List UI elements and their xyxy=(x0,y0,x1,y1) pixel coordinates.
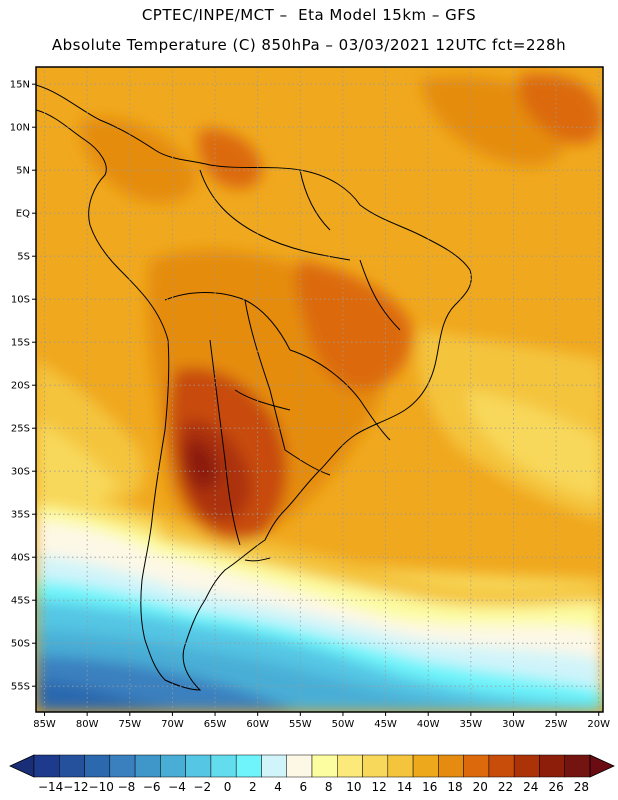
colorbar-label: −8 xyxy=(118,780,136,794)
colorbar-swatch xyxy=(160,754,186,778)
colorbar-swatch xyxy=(513,754,540,778)
lat-tick-label: 40S xyxy=(11,553,30,564)
colorbar-swatch xyxy=(33,754,60,778)
colorbar-label: −14 xyxy=(38,780,63,794)
colorbar-swatch xyxy=(564,754,591,778)
lon-tick-label: 30W xyxy=(502,719,525,730)
lat-tick-label: 15S xyxy=(11,338,30,349)
colorbar-label: 16 xyxy=(422,780,437,794)
colorbar-swatch xyxy=(488,754,515,778)
lon-tick-label: 50W xyxy=(332,719,355,730)
lat-tick-label: 10S xyxy=(11,295,30,306)
colorbar-swatch xyxy=(387,754,414,778)
colorbar-label: 20 xyxy=(473,780,488,794)
colorbar-swatch xyxy=(59,754,85,778)
lon-tick-label: 70W xyxy=(161,719,184,730)
colorbar-swatch xyxy=(412,754,439,778)
colorbar-labels: −14 −12 −10 −8 −6 −4 −2 0 2 4 6 8 10 12 14 16 18 20 22 24 26… xyxy=(38,780,589,794)
lat-tick-label: 20S xyxy=(11,381,30,392)
colorbar-label: 24 xyxy=(523,780,538,794)
lat-tick-label: 55S xyxy=(11,682,30,693)
colorbar-label: 26 xyxy=(548,780,563,794)
colorbar-swatch xyxy=(362,754,389,778)
longitude-axis: 85W 80W 75W 70W 65W 60W 55W 50W 45W 40W 35W 30W 25W 2… xyxy=(33,712,610,730)
colorbar-label: 22 xyxy=(498,780,513,794)
lon-tick-label: 60W xyxy=(246,719,269,730)
colorbar-low-triangle xyxy=(9,754,35,778)
colorbar-swatch xyxy=(134,754,161,778)
map-frame xyxy=(35,66,604,713)
colorbar-label: 18 xyxy=(447,780,462,794)
colorbar-swatch xyxy=(185,754,212,778)
latitude-axis: 15N 10N 5N EQ 5S 10S 15S 20S 25S 30S 35S 40S 45S 50S 5… xyxy=(10,80,36,693)
temperature-colorbar xyxy=(9,754,615,778)
lat-tick-label: 50S xyxy=(11,639,30,650)
colorbar-swatch xyxy=(438,754,464,778)
lon-tick-label: 75W xyxy=(118,719,141,730)
lon-tick-label: 45W xyxy=(374,719,397,730)
lon-tick-label: 40W xyxy=(417,719,440,730)
lat-tick-label: 45S xyxy=(11,596,30,607)
lat-tick-label: EQ xyxy=(16,209,30,220)
colorbar-label: 12 xyxy=(372,780,387,794)
colorbar-swatch xyxy=(286,754,313,778)
lat-tick-label: 35S xyxy=(11,510,30,521)
colorbar-swatch xyxy=(261,754,287,778)
lat-tick-label: 10N xyxy=(10,123,30,134)
map-title-line-2: Absolute Temperature (C) 850hPa – 03/03/… xyxy=(51,36,567,54)
colorbar-swatch xyxy=(463,754,490,778)
colorbar-label: −2 xyxy=(193,780,211,794)
colorbar-swatch xyxy=(235,754,262,778)
lon-tick-label: 80W xyxy=(76,719,99,730)
lon-tick-label: 20W xyxy=(587,719,610,730)
lon-tick-label: 85W xyxy=(33,719,56,730)
colorbar-label: 0 xyxy=(224,780,232,794)
lat-tick-label: 30S xyxy=(11,467,30,478)
colorbar-swatch xyxy=(337,754,363,778)
colorbar-label: −6 xyxy=(143,780,161,794)
colorbar-label: 4 xyxy=(274,780,282,794)
lat-tick-label: 15N xyxy=(10,80,30,91)
coastline-and-borders xyxy=(36,84,472,691)
grid-lines xyxy=(36,67,603,712)
colorbar-label: 28 xyxy=(574,780,589,794)
colorbar-label: 6 xyxy=(300,780,308,794)
lon-tick-label: 35W xyxy=(460,719,483,730)
lat-tick-label: 5S xyxy=(17,252,30,263)
colorbar-swatch xyxy=(109,754,136,778)
lat-tick-label: 25S xyxy=(11,424,30,435)
colorbar-label: 8 xyxy=(325,780,333,794)
map-title-line-1: CPTEC/INPE/MCT – Eta Model 15km – GFS xyxy=(141,6,477,24)
colorbar-swatch xyxy=(84,754,111,778)
lon-tick-label: 25W xyxy=(545,719,568,730)
temperature-field xyxy=(36,67,603,712)
lon-tick-label: 65W xyxy=(204,719,227,730)
colorbar-label: 14 xyxy=(397,780,412,794)
colorbar-label: −10 xyxy=(89,780,114,794)
colorbar-label: −12 xyxy=(63,780,88,794)
lon-tick-label: 55W xyxy=(289,719,312,730)
lat-tick-label: 5N xyxy=(16,166,30,177)
colorbar-label: −4 xyxy=(168,780,186,794)
colorbar-label: 10 xyxy=(346,780,361,794)
colorbar-swatch xyxy=(311,754,338,778)
colorbar-label: 2 xyxy=(249,780,257,794)
colorbar-swatch xyxy=(539,754,565,778)
colorbar-swatch xyxy=(210,754,237,778)
colorbar-high-triangle xyxy=(589,754,615,778)
